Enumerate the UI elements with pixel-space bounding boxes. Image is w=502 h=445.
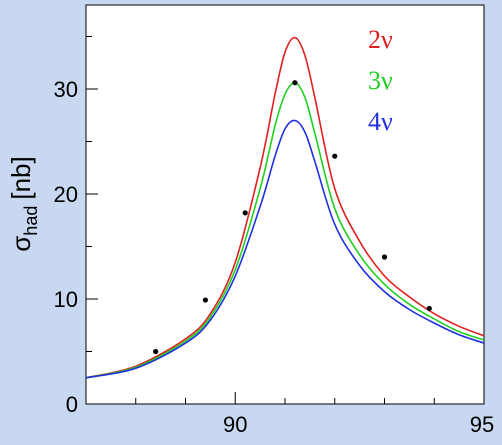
y-tick-label: 0 [66,392,78,417]
data-points [153,80,432,355]
series-line-2nu [85,36,485,379]
y-axis-label-unit: [nb] [6,156,36,199]
data-point [426,305,432,312]
legend-entry: 2ν [368,25,393,54]
y-tick-label: 20 [54,182,78,207]
legend: 2ν 3ν 4ν [368,25,393,136]
y-tick-label: 10 [54,287,78,312]
series-line-4nu [85,119,485,379]
x-tick-label: 90 [223,412,247,437]
legend-entry: 3ν [368,66,393,95]
legend-entry: 4ν [368,107,393,136]
series-layer [85,36,485,379]
data-point [242,210,248,216]
x-axis: 90 95 [135,392,494,437]
y-axis: 0 10 20 30 [54,36,98,417]
data-point [332,153,338,159]
data-point [292,80,298,86]
series-line-3nu [85,81,485,379]
data-point [153,348,159,355]
y-axis-label: σhad [nb] [6,156,41,251]
y-tick-label: 30 [54,77,78,102]
data-point [202,297,208,303]
data-point [381,254,388,260]
y-axis-label-main: σ [6,236,36,252]
plot-area [85,4,485,405]
y-axis-label-sub: had [21,206,41,236]
x-tick-label: 95 [470,412,494,437]
